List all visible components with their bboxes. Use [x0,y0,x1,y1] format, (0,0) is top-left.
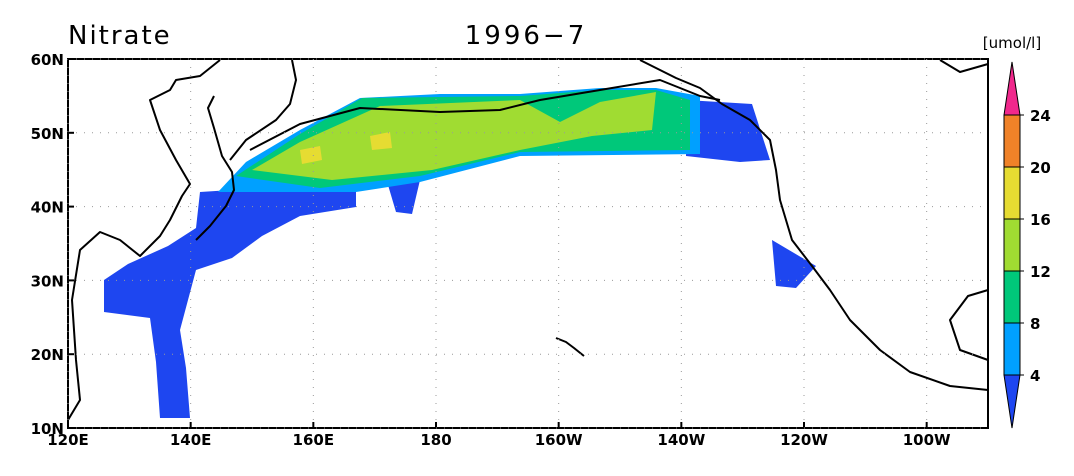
coastline [249,79,721,151]
colorbar-over [1003,61,1021,116]
field-blue [686,100,770,162]
nitrate-field [104,88,816,418]
colorbar-unit: [umol/l] [983,34,1041,52]
lat-tick-label: 40N [31,199,64,217]
coastline [949,289,989,361]
colorbar-segment [1003,114,1021,168]
lat-tick-label: 10N [31,420,64,438]
colorbar-segment [1003,166,1021,220]
lon-tick-label: 140W [657,431,705,449]
field-blue [104,188,356,418]
lon-tick-label: 100W [903,431,951,449]
lon-tick-label: 160W [535,431,583,449]
lon-tick-label: 120W [780,431,828,449]
lon-tick-label: 120E [47,431,89,449]
colorbar-label: 20 [1030,159,1051,177]
lat-tick-label: 20N [31,346,64,364]
coastline [195,95,235,241]
colorbar-label: 24 [1030,107,1051,125]
field-blue [388,180,420,214]
colorbar-label: 4 [1030,367,1040,385]
colorbar-segment [1003,322,1021,376]
field-yellow [370,132,392,150]
colorbar-label: 8 [1030,315,1040,333]
coastlines [67,59,989,421]
coastline [939,59,989,73]
coastline [67,59,221,421]
lat-tick-label: 60N [31,51,64,69]
colorbar-label: 16 [1030,211,1051,229]
field-blue [772,240,816,288]
colorbar-segment [1003,218,1021,272]
lon-tick-label: 140E [170,431,212,449]
coastline [229,59,297,161]
coastline [555,337,585,357]
lat-tick-label: 50N [31,125,64,143]
colorbar-label: 12 [1030,263,1051,281]
subtitle: 1996−7 [465,21,588,51]
colorbar-under [1003,374,1021,429]
lat-tick-label: 30N [31,272,64,290]
lon-tick-label: 180 [420,431,451,449]
title: Nitrate [68,21,172,51]
colorbar-segment [1003,270,1021,324]
field-yellow [300,146,322,164]
coastline [639,59,989,391]
field-yellowgreen [252,92,656,180]
lon-tick-label: 160E [293,431,335,449]
